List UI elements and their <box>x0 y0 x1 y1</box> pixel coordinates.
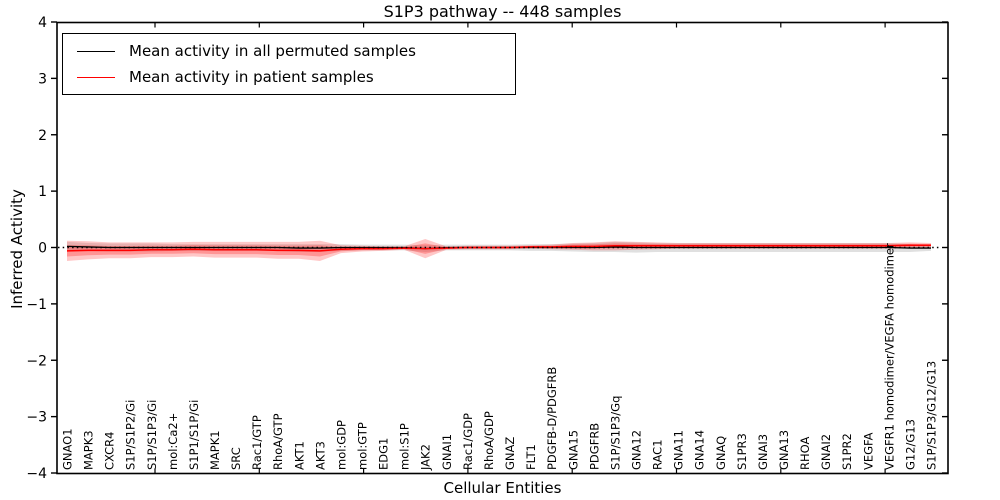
y-tick-label: −3 <box>26 410 47 426</box>
chart-title: S1P3 pathway -- 448 samples <box>383 2 622 21</box>
legend: Mean activity in all permuted samples Me… <box>62 33 516 95</box>
x-tick-label: S1P1/S1P/Gi <box>187 400 201 470</box>
x-tick-label: Rac1/GDP <box>461 413 475 470</box>
permuted-line-swatch <box>77 50 115 52</box>
x-tick-label: GNA14 <box>693 430 707 470</box>
y-tick-label: 3 <box>38 71 47 87</box>
patient-std-band-inner <box>67 243 931 257</box>
x-tick-label: GNAQ <box>714 436 728 470</box>
x-tick-label: mol:GDP <box>334 420 348 470</box>
x-tick-label: mol:Ca2+ <box>166 413 180 470</box>
y-tick-label: 1 <box>38 184 47 200</box>
x-tick-label: mol:S1P <box>398 423 412 470</box>
x-tick-label: S1PR3 <box>735 433 749 470</box>
x-tick-label: FLT1 <box>524 444 538 470</box>
x-tick-label: MAPK1 <box>208 430 222 470</box>
x-tick-label: S1P/S1P2/Gi <box>124 400 138 470</box>
legend-label: Mean activity in all permuted samples <box>129 42 416 60</box>
x-tick-label: GNAI3 <box>756 434 770 470</box>
legend-item-patient: Mean activity in patient samples <box>63 64 515 90</box>
x-tick-label: GNA13 <box>777 430 791 470</box>
x-tick-label: VEGFA <box>861 432 875 470</box>
x-tick-label: AKT3 <box>313 441 327 470</box>
legend-label: Mean activity in patient samples <box>129 68 374 86</box>
x-tick-label: S1P/S1P3/Gq <box>608 396 622 470</box>
x-tick-label: SRC <box>229 447 243 470</box>
x-tick-label: Rac1/GTP <box>250 415 264 470</box>
x-tick-label: S1P/S1P3/Gi <box>145 400 159 470</box>
x-tick-label: RhoA/GTP <box>271 413 285 470</box>
x-tick-label: AKT1 <box>292 441 306 470</box>
x-axis-label: Cellular Entities <box>443 479 562 497</box>
x-tick-label: JAK2 <box>419 444 433 471</box>
x-tick-label: GNA12 <box>629 430 643 470</box>
y-tick-label: −1 <box>26 297 47 313</box>
x-tick-label: S1P/S1P3/G12/G13 <box>925 361 939 470</box>
x-tick-label: GNAI2 <box>819 434 833 470</box>
x-tick-label: RAC1 <box>651 439 665 470</box>
x-tick-label: GNAO1 <box>61 428 75 470</box>
y-axis-label: Inferred Activity <box>8 189 26 309</box>
x-tick-label: RHOA <box>798 437 812 470</box>
x-tick-label: VEGFR1 homodimer/VEGFA homodimer <box>882 243 896 470</box>
x-tick-label: mol:GTP <box>356 422 370 470</box>
x-tick-label: GNAZ <box>503 437 517 470</box>
y-tick-label: −4 <box>26 466 47 482</box>
x-tick-label: G12/G13 <box>903 419 917 470</box>
y-tick-label: 2 <box>38 128 47 144</box>
x-tick-label: PDGFRB <box>587 423 601 470</box>
x-tick-label: CXCR4 <box>103 432 117 470</box>
x-tick-label: PDGFB-D/PDGFRB <box>545 367 559 470</box>
x-tick-label: GNAI1 <box>440 434 454 470</box>
patient-line-swatch <box>77 76 115 78</box>
patient-std-band-outer <box>67 239 931 262</box>
x-tick-label: RhoA/GDP <box>482 411 496 470</box>
y-tick-label: −2 <box>26 353 47 369</box>
legend-item-permuted: Mean activity in all permuted samples <box>63 38 515 64</box>
y-tick-label: 4 <box>38 15 47 31</box>
x-tick-label: GNA11 <box>672 430 686 470</box>
x-tick-label: S1PR2 <box>840 433 854 470</box>
x-tick-label: GNA15 <box>566 430 580 470</box>
x-tick-label: MAPK3 <box>82 430 96 470</box>
y-tick-label: 0 <box>38 241 47 257</box>
patient-mean-line <box>66 244 931 252</box>
x-tick-label: EDG1 <box>377 438 391 470</box>
